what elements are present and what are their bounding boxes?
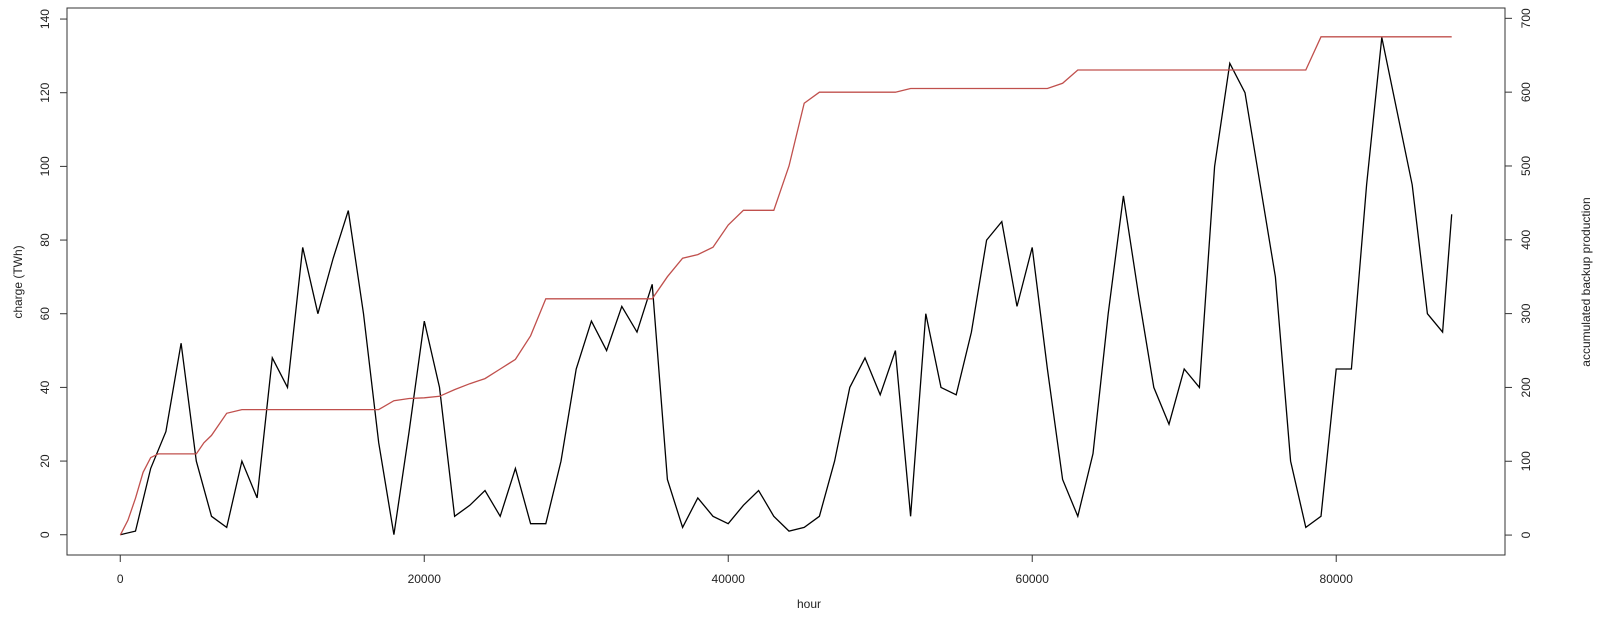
y-tick-label: 60 — [38, 307, 52, 321]
series-line — [120, 37, 1453, 536]
y-tick-label: 120 — [38, 82, 52, 102]
y2-axis-label: accumulated backup production — [1579, 197, 1593, 366]
x-tick-label: 60000 — [1016, 572, 1050, 586]
y2-tick-label: 100 — [1519, 451, 1533, 471]
y-tick-label: 0 — [38, 531, 52, 538]
y-axis-label: charge (TWh) — [11, 245, 25, 318]
x-axis-label: hour — [797, 597, 821, 611]
y2-tick-label: 700 — [1519, 8, 1533, 28]
plot-box — [66, 7, 1506, 556]
y-tick-label: 40 — [38, 380, 52, 394]
y2-tick-label: 0 — [1519, 531, 1533, 538]
y2-tick-label: 500 — [1519, 156, 1533, 176]
y2-tick-label: 600 — [1519, 82, 1533, 102]
y-tick-label: 140 — [38, 9, 52, 29]
y-tick-label: 100 — [38, 156, 52, 176]
y-tick-label: 20 — [38, 454, 52, 468]
x-tick-label: 20000 — [408, 572, 442, 586]
x-tick-label: 80000 — [1320, 572, 1354, 586]
y2-tick-label: 200 — [1519, 377, 1533, 397]
x-tick-label: 40000 — [712, 572, 746, 586]
y-tick-label: 80 — [38, 233, 52, 247]
series-line — [119, 36, 1452, 536]
y2-tick-label: 300 — [1519, 303, 1533, 323]
x-tick-label: 0 — [117, 572, 124, 586]
y2-tick-label: 400 — [1519, 229, 1533, 249]
